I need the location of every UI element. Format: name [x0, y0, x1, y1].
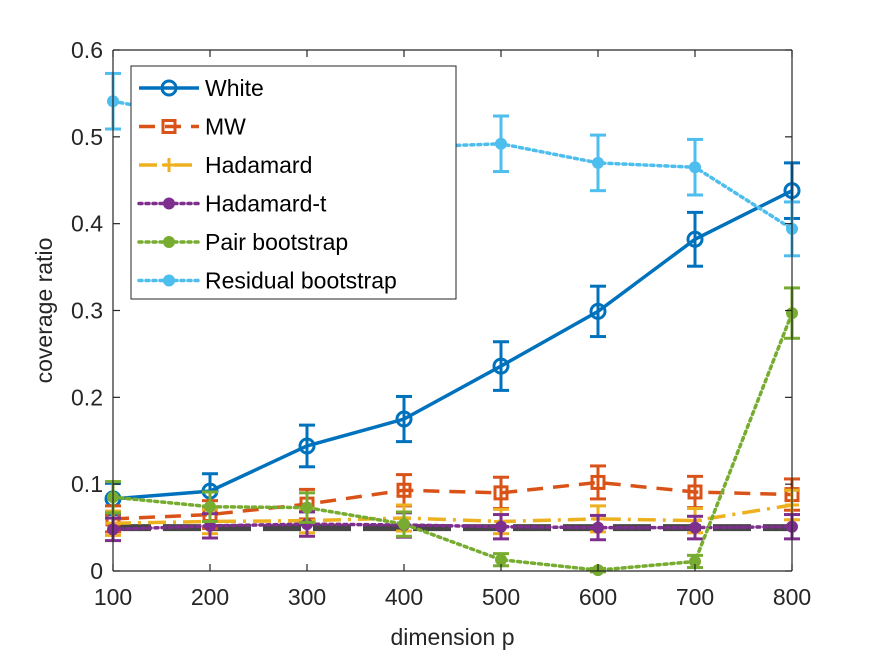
legend-item: Hadamard: [139, 152, 312, 178]
marker-square: [590, 474, 606, 490]
marker-circle: [492, 357, 510, 375]
series-line: [111, 522, 794, 532]
x-tick-label: 700: [676, 584, 714, 610]
series-line: [111, 311, 794, 572]
marker-square: [161, 119, 177, 134]
series-line: [112, 480, 793, 521]
x-tick-label: 600: [579, 584, 617, 610]
error-bar: [590, 464, 606, 501]
y-tick-label: 0.6: [71, 37, 103, 63]
series-line: [112, 189, 793, 501]
x-tick-label: 500: [482, 584, 520, 610]
x-tick-label: 400: [385, 584, 423, 610]
legend-item: Pair bootstrap: [137, 229, 348, 255]
marker-dot: [592, 156, 604, 169]
marker-dot: [592, 521, 604, 534]
marker-dot: [163, 274, 175, 287]
marker-circle: [395, 410, 413, 428]
legend-label: White: [205, 75, 264, 101]
marker-square: [493, 485, 509, 501]
marker-plus: [162, 158, 176, 172]
x-tick-label: 100: [94, 584, 132, 610]
y-tick-label: 0.5: [71, 124, 103, 150]
marker-dot: [204, 500, 216, 513]
legend-label: MW: [205, 114, 246, 140]
y-tick-label: 0.1: [71, 471, 103, 497]
y-tick-label: 0.4: [71, 211, 103, 237]
legend-label: Residual bootstrap: [205, 268, 397, 294]
y-tick-label: 0.3: [71, 298, 103, 324]
marker-dot: [495, 137, 507, 150]
marker-circle: [686, 230, 704, 248]
legend: White MW Hadamard Hadamard-t Pair bootstrap R…: [130, 65, 457, 300]
marker-circle: [589, 302, 607, 320]
marker-square: [687, 484, 703, 500]
marker-circle: [298, 437, 316, 455]
marker-circle: [160, 79, 178, 97]
marker-dot: [301, 501, 313, 514]
marker-dot: [495, 553, 507, 566]
series-line: [112, 503, 793, 525]
y-axis-label: coverage ratio: [31, 238, 57, 384]
legend-item: MW: [139, 114, 246, 140]
marker-dot: [398, 518, 410, 531]
legend-item: Residual bootstrap: [137, 268, 397, 294]
y-tick-label: 0: [90, 558, 103, 584]
legend-label: Hadamard: [205, 152, 312, 178]
marker-dot: [689, 521, 701, 534]
legend-item: Hadamard-t: [137, 191, 327, 217]
legend-box: [130, 65, 457, 300]
marker-dot: [689, 161, 701, 174]
marker-square: [396, 482, 412, 498]
x-axis-label: dimension p: [390, 624, 514, 650]
x-tick-label: 200: [191, 584, 229, 610]
legend-item: White: [139, 75, 264, 101]
marker-dot: [163, 236, 175, 248]
legend-label: Pair bootstrap: [205, 229, 348, 255]
marker-dot: [163, 197, 175, 210]
y-tick-label: 0.2: [71, 384, 103, 410]
axes: 100 200 300 400 500 600 700 800 0 0.1 0.2 0.3 0.4 0.5…: [71, 37, 811, 610]
legend-label: Hadamard-t: [205, 191, 327, 217]
x-tick-label: 300: [288, 584, 326, 610]
x-tick-label: 800: [773, 584, 811, 610]
marker-dot: [495, 520, 507, 533]
